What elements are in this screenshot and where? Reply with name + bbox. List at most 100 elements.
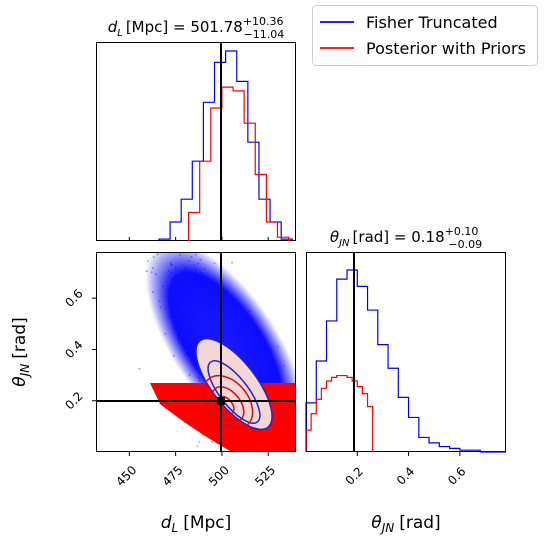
scatter-point-posterior [205,453,207,455]
scatter-point-posterior [240,452,242,454]
scatter-ytick-label: 0.6 [62,286,85,309]
theta-histogram-title: θJN [rad] = 0.18+0.10 −0.09 [330,225,482,251]
scatter-xtick-label: 450 [113,463,139,489]
scatter-point-posterior [198,440,201,443]
scatter-point-posterior [275,456,277,458]
legend-box [312,5,538,66]
scatter-point-posterior [272,457,274,459]
scatter-point-fisher [159,179,161,181]
scatter-point-posterior [257,453,259,455]
scatter-point-posterior [239,456,241,458]
scatter-point-posterior [252,457,254,459]
legend-label-posterior: Posterior with Priors [366,39,526,58]
scatter-point-posterior [273,459,275,461]
scatter-point-fisher [295,491,297,493]
scatter-point-fisher [277,498,279,500]
scatter-point-posterior [241,459,243,461]
scatter-point-fisher [149,248,151,250]
theta-histogram-frame [306,252,506,452]
scatter-point-posterior [297,455,299,457]
scatter-point-fisher [321,478,323,480]
scatter-ytick-label: 0.2 [62,389,85,412]
scatter-point-posterior [248,455,250,457]
scatter-xlabel: dL [Mpc] [161,513,232,535]
scatter-point-fisher [164,220,166,222]
scatter-point-posterior [243,455,245,457]
scatter-xtick-label: 475 [160,463,186,489]
scatter-point-fisher [344,487,346,489]
scatter-point-posterior [212,453,214,455]
scatter-point-posterior [260,464,262,466]
scatter-frame [96,252,296,452]
scatter-point-fisher [167,215,169,217]
scatter-point-posterior [253,455,255,457]
scatter-point-posterior [273,455,275,457]
scatter-point-fisher [243,458,245,460]
hist-series-posterior [305,374,374,452]
theta-xlabel: θJN [rad] [371,513,440,535]
scatter-ytick-label: 0.4 [62,338,85,361]
theta-xtick-label: 0.6 [445,464,468,487]
posterior-contour-mid [211,386,245,422]
hist-series-fisher [305,269,506,453]
scatter-point-posterior [243,456,245,458]
scatter-xtick-label: 500 [206,463,232,489]
dl-histogram-panel: dL [Mpc] = 501.78+10.36 −11.04 [96,15,296,241]
scatter-point-posterior [238,452,240,454]
scatter-point-fisher [206,224,208,226]
theta-xtick-label: 0.4 [394,464,417,487]
scatter-point-posterior [275,458,277,460]
scatter-truth-marker [217,397,225,405]
legend: Fisher Truncated Posterior with Priors [312,5,538,66]
scatter-point-posterior [224,455,226,457]
theta-xtick-label: 0.2 [343,464,366,487]
scatter-point-posterior [251,469,253,471]
scatter-point-posterior [263,454,265,456]
scatter-point-posterior [261,455,263,457]
scatter-point-posterior [270,502,272,504]
scatter-point-fisher [138,367,141,370]
scatter-point-fisher [165,208,167,210]
scatter-point-posterior [270,461,272,463]
scatter-point-fisher [299,402,301,404]
scatter-point-posterior [292,461,294,463]
hist-series-posterior [187,86,290,241]
scatter-point-fisher [194,224,196,226]
theta-histogram-panel: θJN [rad] = 0.18+0.10 −0.09 0.2 0.4 0.6 θJN[… [305,225,506,535]
scatter-point-fisher [292,463,294,465]
scatter-point-fisher [158,233,160,235]
scatter-point-posterior [245,455,247,457]
scatter-point-fisher [231,261,234,264]
scatter-point-fisher [277,479,279,481]
scatter-ylabel: θJN[rad] [10,317,32,386]
scatter-point-fisher [293,466,295,468]
dl-histogram-title: dL [Mpc] = 501.78+10.36 −11.04 [108,15,285,41]
scatter-point-posterior [236,454,238,456]
scatter-point-posterior [242,496,244,498]
scatter-point-fisher [277,484,279,486]
scatter-point-fisher [286,452,288,454]
legend-label-fisher: Fisher Truncated [366,13,498,32]
scatter-point-fisher [279,500,281,502]
scatter-point-posterior [196,445,199,448]
scatter-point-fisher [164,226,166,228]
scatter-point-posterior [283,458,285,460]
scatter-point-posterior [210,441,213,444]
hist-series-fisher [158,50,293,241]
scatter-point-posterior [207,461,209,463]
scatter-point-fisher [194,246,196,248]
scatter-point-fisher [278,458,280,460]
posterior-contour-outer [202,374,254,430]
scatter-point-posterior [265,457,267,459]
scatter-point-fisher [274,453,276,455]
scatter-point-fisher [182,228,184,230]
scatter-point-posterior [263,462,265,464]
scatter-point-posterior [284,469,286,471]
scatter-point-fisher [90,273,92,275]
scatter-point-posterior [253,466,255,468]
scatter-point-fisher [223,459,225,461]
scatter-point-posterior [244,455,246,457]
scatter-point-fisher [290,488,292,490]
scatter-point-fisher [307,424,309,426]
